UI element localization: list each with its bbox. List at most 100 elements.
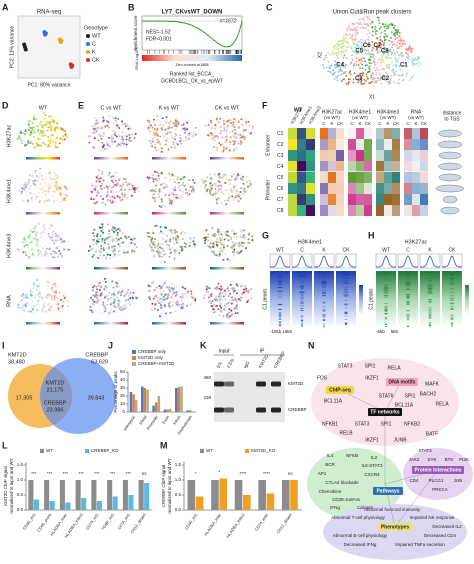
tsne-dot — [149, 134, 152, 137]
heat-cell — [376, 128, 384, 139]
tsne-dot — [205, 190, 208, 193]
tsne-dot — [117, 290, 120, 293]
cluster-dot — [384, 57, 387, 60]
tsne-dot — [234, 287, 237, 290]
tsne-dot — [175, 285, 178, 288]
band — [224, 381, 234, 387]
tsne-dot — [173, 291, 176, 294]
tsne-dot — [108, 291, 111, 294]
cluster-dot — [364, 39, 367, 42]
cluster-dot — [363, 19, 365, 22]
panel-label: B — [128, 2, 135, 12]
tsne-dot — [248, 124, 251, 127]
cluster-dot — [392, 71, 395, 74]
tsne-dot — [117, 183, 120, 186]
tsne-dot — [151, 237, 154, 240]
tsne-dot — [192, 134, 195, 137]
heatmap-streak — [450, 315, 454, 317]
x-tick-label: Promoter — [145, 414, 159, 431]
tsne-dot — [49, 236, 52, 239]
tsne-dot — [40, 195, 43, 198]
tsne-dot — [242, 133, 245, 136]
cluster-dot — [362, 83, 365, 85]
tsne-dot — [242, 129, 245, 132]
cluster-dot — [376, 30, 378, 32]
cluster-dot — [352, 38, 355, 41]
tsne-dot — [33, 237, 36, 240]
tsne-dot — [105, 185, 108, 188]
tsne-dot — [160, 198, 163, 201]
tsne-dot — [35, 243, 38, 246]
tsne-dot — [28, 126, 31, 129]
cluster-dot — [373, 79, 376, 82]
legend-swatch — [132, 356, 136, 360]
tsne-dot — [207, 294, 210, 297]
cluster-dot — [392, 68, 395, 71]
tsne-dot — [228, 308, 231, 311]
tsne-dot — [26, 141, 29, 144]
tsne-dot — [95, 297, 98, 300]
tsne-dot — [116, 285, 119, 288]
cluster-dot — [405, 52, 408, 55]
tsne-dot — [177, 186, 180, 189]
tsne-dot — [174, 294, 177, 297]
heatmap-streak — [406, 294, 410, 296]
tsne-dot — [153, 132, 156, 135]
tsne-dot — [159, 124, 162, 127]
tsne-dot — [98, 169, 101, 172]
tsne-dot — [43, 227, 46, 230]
tsne-dot — [243, 236, 246, 239]
tsne-dot — [31, 196, 34, 199]
tsne-dot — [168, 286, 171, 289]
heat-cell — [384, 205, 392, 216]
tsne-dot — [151, 230, 154, 233]
cluster-dot — [386, 77, 389, 80]
tsne-dot — [215, 296, 218, 299]
tsne-dot — [235, 236, 238, 239]
tsne-dot — [182, 123, 185, 126]
heatmap-streak — [384, 305, 388, 307]
heat-cell — [392, 183, 400, 194]
tsne-dot — [173, 253, 176, 256]
tsne-dot — [208, 296, 211, 299]
tsne-dot — [209, 246, 212, 249]
tsne-dot — [105, 256, 108, 259]
tsne-dot — [236, 251, 239, 254]
tsne-dot — [24, 186, 27, 189]
tsne-dot — [226, 287, 229, 290]
tsne-dot — [155, 184, 158, 187]
tsne-dot — [216, 197, 219, 200]
phenotype-label: Impaired NK response — [410, 515, 455, 520]
tsne-dot — [154, 240, 157, 243]
heatmap-streak — [344, 304, 348, 306]
tsne-dot — [40, 124, 43, 127]
tsne-dot — [165, 286, 168, 289]
tsne-dot — [159, 297, 162, 300]
tsne-dot — [112, 122, 115, 125]
colorbar — [26, 157, 60, 160]
y-axis-label: Percentage of peaks — [113, 371, 118, 413]
tsne-dot — [172, 143, 175, 146]
bar — [163, 409, 167, 412]
tsne-dot — [219, 289, 222, 292]
tsne-dot — [174, 146, 177, 149]
tsne-dot — [210, 187, 213, 190]
tsne-dot — [163, 261, 166, 264]
tsne-dot — [163, 293, 166, 296]
tsne-dot — [230, 309, 233, 312]
cluster-dot — [356, 78, 359, 81]
tsne-dot — [123, 143, 126, 146]
tsne-dot — [230, 238, 233, 241]
y-axis-label: KMT2D ChIP signal — [3, 466, 8, 505]
heat-cell — [288, 183, 297, 194]
cluster-dot — [345, 56, 348, 59]
tsne-dot — [224, 181, 227, 184]
tsne-dot — [43, 117, 46, 120]
tsne-dot — [233, 236, 236, 239]
legend-swatch — [40, 449, 44, 453]
cluster-dot — [360, 41, 363, 44]
tsne-dot — [127, 180, 130, 183]
heatmap-streak — [344, 290, 348, 292]
cluster-dot — [408, 44, 411, 47]
heatmap-streak — [278, 322, 282, 324]
